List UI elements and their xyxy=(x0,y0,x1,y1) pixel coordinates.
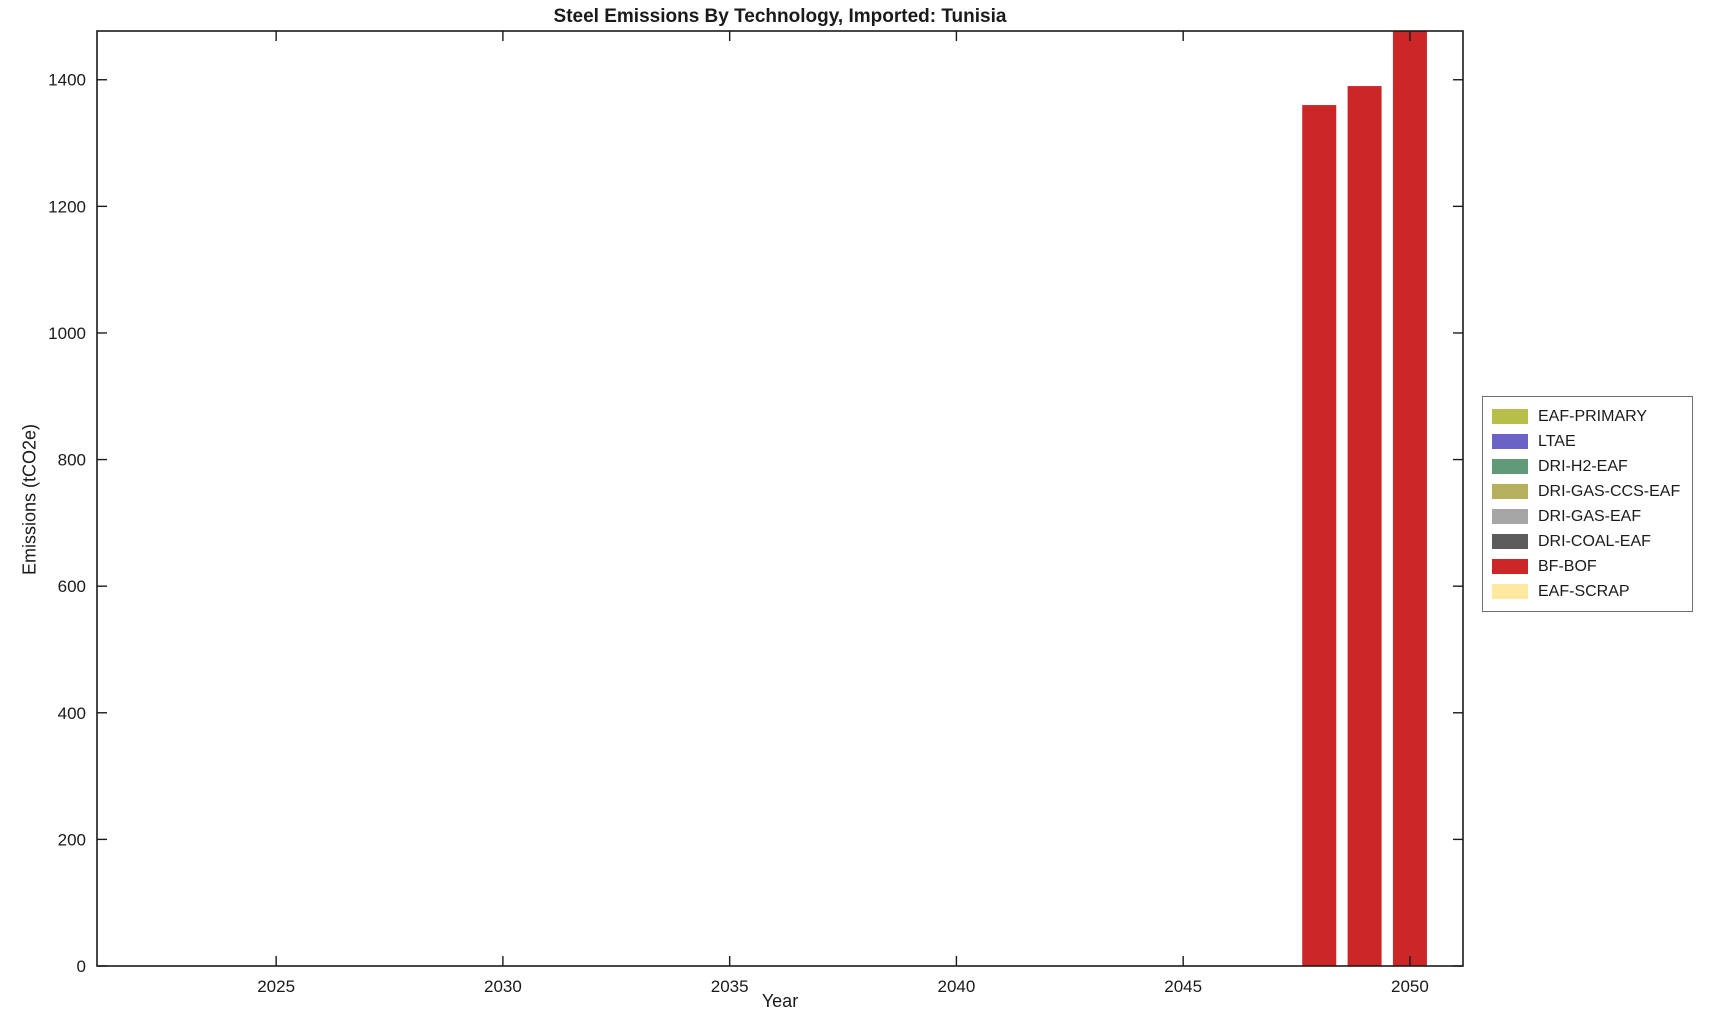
legend-item-dri-gas-eaf: DRI-GAS-EAF xyxy=(1492,504,1680,529)
y-tick-label: 200 xyxy=(58,830,86,849)
y-tick-label: 1400 xyxy=(48,71,86,90)
legend-label: DRI-GAS-EAF xyxy=(1538,507,1642,525)
x-tick-label: 2045 xyxy=(1164,977,1202,996)
legend-item-dri-gas-ccs-eaf: DRI-GAS-CCS-EAF xyxy=(1492,479,1680,504)
legend-swatch xyxy=(1492,459,1528,474)
bar-bf-bof-2050 xyxy=(1392,31,1427,966)
legend-swatch xyxy=(1492,534,1528,549)
x-tick-label: 2050 xyxy=(1391,977,1429,996)
y-tick-label: 1200 xyxy=(48,197,86,216)
legend-swatch xyxy=(1492,584,1528,599)
legend-label: BF-BOF xyxy=(1538,557,1597,575)
y-tick-label: 0 xyxy=(77,957,86,976)
legend: EAF-PRIMARY LTAE DRI-H2-EAF DRI-GAS-CCS-EAF… xyxy=(1482,396,1694,612)
legend-swatch xyxy=(1492,509,1528,524)
y-tick-label: 1000 xyxy=(48,324,86,343)
legend-item-dri-coal-eaf: DRI-COAL-EAF xyxy=(1492,529,1680,554)
legend-item-dri-h2-eaf: DRI-H2-EAF xyxy=(1492,454,1680,479)
x-tick-label: 2030 xyxy=(484,977,522,996)
legend-label: EAF-SCRAP xyxy=(1538,582,1630,600)
legend-item-eaf-primary: EAF-PRIMARY xyxy=(1492,404,1680,429)
legend-swatch xyxy=(1492,484,1528,499)
legend-item-eaf-scrap: EAF-SCRAP xyxy=(1492,579,1680,604)
chart-title: Steel Emissions By Technology, Imported:… xyxy=(553,6,1007,27)
x-tick-label: 2035 xyxy=(711,977,749,996)
x-tick-label: 2040 xyxy=(938,977,976,996)
y-axis-label: Emissions (tCO2e) xyxy=(19,423,40,576)
y-tick-label: 400 xyxy=(58,704,86,723)
legend-label: DRI-H2-EAF xyxy=(1538,457,1628,475)
y-tick-label: 800 xyxy=(58,451,86,470)
legend-label: DRI-GAS-CCS-EAF xyxy=(1538,482,1681,500)
x-axis-label: Year xyxy=(761,991,799,1011)
legend-label: DRI-COAL-EAF xyxy=(1538,532,1651,550)
bar-bf-bof-2049 xyxy=(1347,86,1382,967)
x-tick-label: 2025 xyxy=(257,977,295,996)
legend-swatch xyxy=(1492,409,1528,424)
legend-item-ltae: LTAE xyxy=(1492,429,1680,454)
legend-label: LTAE xyxy=(1538,432,1576,450)
legend-item-bf-bof: BF-BOF xyxy=(1492,554,1680,579)
y-tick-label: 600 xyxy=(58,577,86,596)
legend-swatch xyxy=(1492,559,1528,574)
legend-label: EAF-PRIMARY xyxy=(1538,407,1648,425)
legend-swatch xyxy=(1492,434,1528,449)
bar-bf-bof-2048 xyxy=(1302,105,1337,966)
axes-box xyxy=(96,30,1464,967)
